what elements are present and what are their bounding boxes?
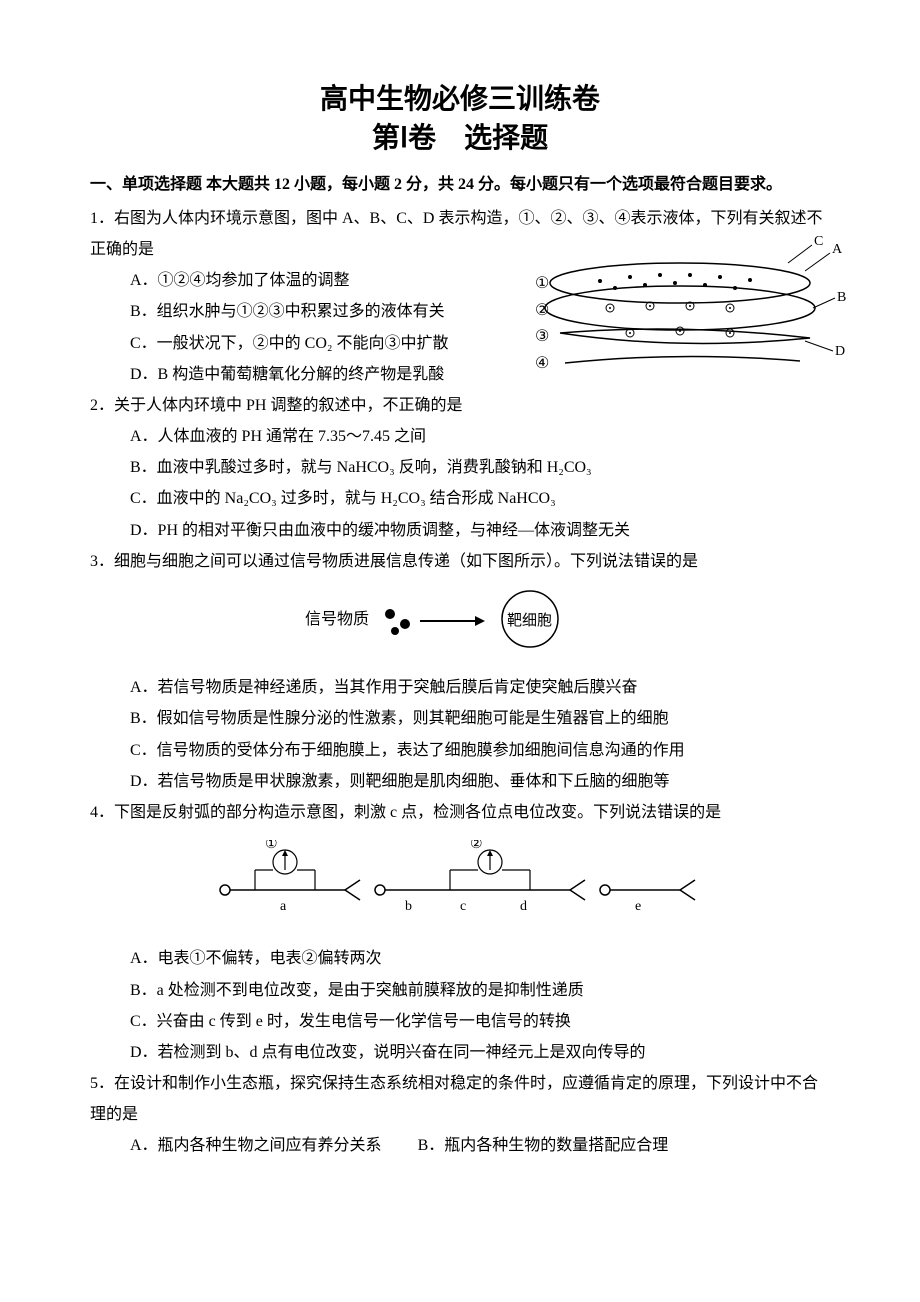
q2-text: 2．关于人体内环境中 PH 调整的叙述中，不正确的是 [90,390,830,421]
q5-option-a: A．瓶内各种生物之间应有养分关系 [130,1130,382,1161]
q4-diagram: ① a ② b c d e [210,840,710,920]
svg-text:②: ② [535,302,549,319]
main-title: 高中生物必修三训练卷 [90,80,830,119]
q3-option-b: B．假如信号物质是性腺分泌的性激素，则其靶细胞可能是生殖器官上的细胞 [130,703,830,734]
svg-text:B: B [837,290,846,305]
q3-option-c: C．信号物质的受体分布于细胞膜上，表达了细胞膜参加细胞间信息沟通的作用 [130,735,830,766]
q4-text: 4．下图是反射弧的部分构造示意图，刺激 c 点，检测各位点电位改变。下列说法错误… [90,797,830,828]
subtitle: 第Ⅰ卷 选择题 [90,119,830,158]
question-2: 2．关于人体内环境中 PH 调整的叙述中，不正确的是 A．人体血液的 PH 通常… [90,390,830,546]
q4-option-d: D．若检测到 b、d 点有电位改变，说明兴奋在同一神经元上是双向传导的 [130,1037,830,1068]
svg-text:c: c [460,899,466,914]
svg-text:靶细胞: 靶细胞 [507,612,552,629]
svg-text:D: D [835,344,845,359]
svg-text:④: ④ [535,355,549,372]
q2-option-a: A．人体血液的 PH 通常在 7.35～7.45 之间 [130,421,830,452]
q3-diagram: 信号物质 靶细胞 [300,589,620,649]
q3-option-a: A．若信号物质是神经递质，当其作用于突触后膜后肯定使突触后膜兴奋 [130,672,830,703]
question-3: 3．细胞与细胞之间可以通过信号物质进展信息传递（如下图所示）。下列说法错误的是 … [90,546,830,797]
q4-option-b: B．a 处检测不到电位改变，是由于突触前膜释放的是抑制性递质 [130,975,830,1006]
svg-text:C: C [814,234,823,249]
q3-option-d: D．若信号物质是甲状腺激素，则靶细胞是肌肉细胞、垂体和下丘脑的细胞等 [130,766,830,797]
q3-text: 3．细胞与细胞之间可以通过信号物质进展信息传递（如下图所示）。下列说法错误的是 [90,546,830,577]
q4-option-a: A．电表①不偏转，电表②偏转两次 [130,943,830,974]
svg-text:③: ③ [535,328,549,345]
q2-option-c: C．血液中的 Na₂CO₃ 过多时，就与 H₂CO₃ 结合形成 NaHCO₃ [130,483,830,514]
svg-text:②: ② [470,840,483,852]
q4-option-c: C．兴奋由 c 传到 e 时，发生电信号一化学信号一电信号的转换 [130,1006,830,1037]
svg-text:d: d [520,899,527,914]
svg-text:①: ① [265,840,278,852]
q5-text: 5．在设计和制作小生态瓶，探究保持生态系统相对稳定的条件时，应遵循肯定的原理，下… [90,1068,830,1130]
q5-option-b: B．瓶内各种生物的数量搭配应合理 [418,1130,669,1161]
svg-text:a: a [280,899,287,914]
q2-option-d: D．PH 的相对平衡只由血液中的缓冲物质调整，与神经—体液调整无关 [130,515,830,546]
svg-text:①: ① [535,275,549,292]
svg-text:e: e [635,899,641,914]
q1-diagram: ① ② ③ ④ A C B D [530,233,850,383]
svg-text:信号物质: 信号物质 [305,610,369,628]
question-4: 4．下图是反射弧的部分构造示意图，刺激 c 点，检测各位点电位改变。下列说法错误… [90,797,830,1068]
question-5: 5．在设计和制作小生态瓶，探究保持生态系统相对稳定的条件时，应遵循肯定的原理，下… [90,1068,830,1162]
svg-text:b: b [405,899,412,914]
question-1: 1．右图为人体内环境示意图，图中 A、B、C、D 表示构造，①、②、③、④表示液… [90,203,830,390]
q2-option-b: B．血液中乳酸过多时，就与 NaHCO₃ 反响，消费乳酸钠和 H₂CO₃ [130,452,830,483]
section-header: 一、单项选择题 本大题共 12 小题，每小题 2 分，共 24 分。每小题只有一… [90,170,830,200]
svg-text:A: A [832,242,843,257]
